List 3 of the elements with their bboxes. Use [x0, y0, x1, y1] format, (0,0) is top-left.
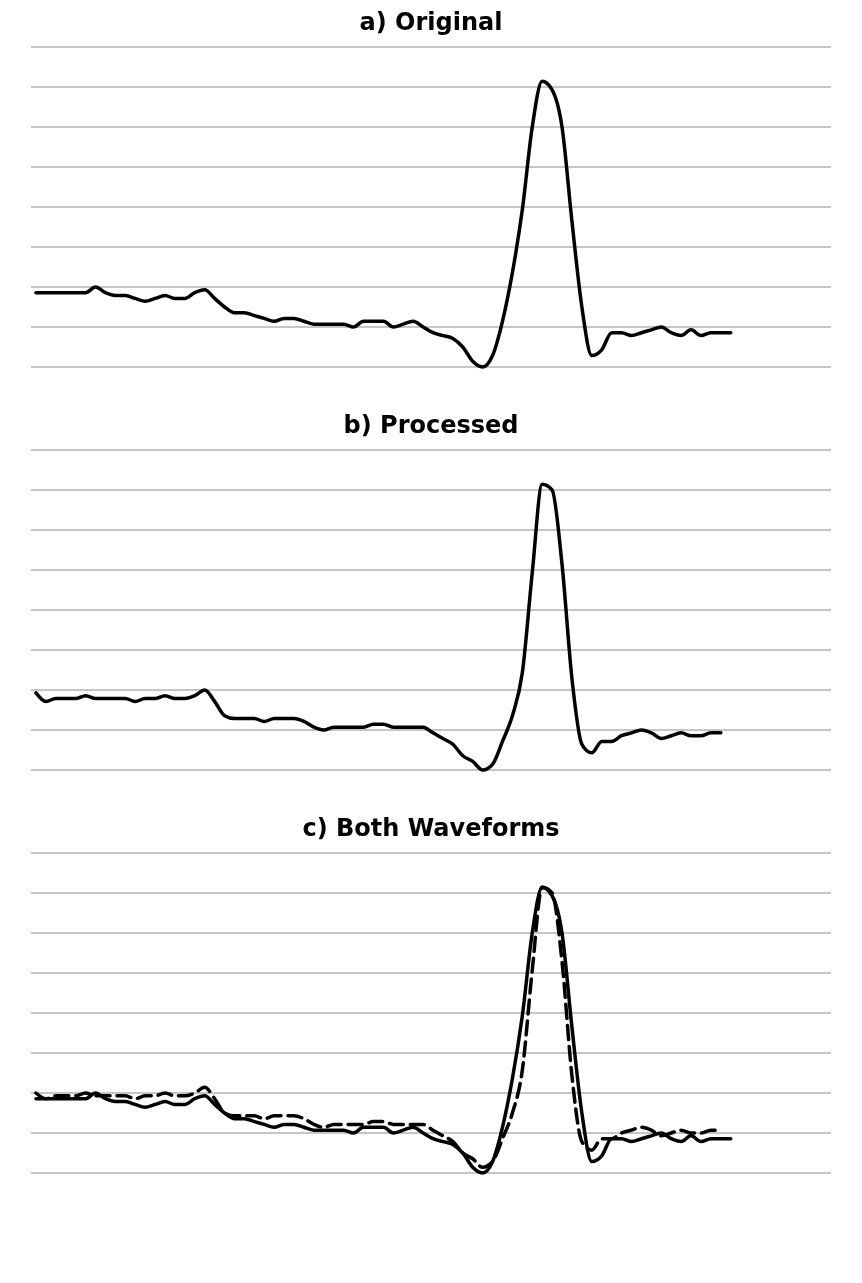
chart-title: c) Both Waveforms [302, 813, 560, 842]
chart-title: a) Original [359, 7, 503, 36]
chart-title: b) Processed [343, 410, 519, 439]
